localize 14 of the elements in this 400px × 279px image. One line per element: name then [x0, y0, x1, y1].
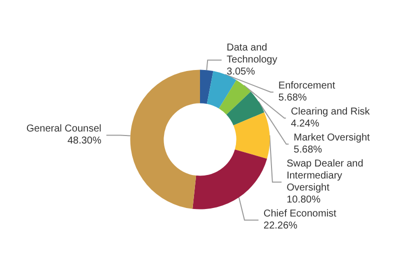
data-label: 10.80%: [286, 194, 321, 206]
slice-label: Data and Technology: [226, 42, 278, 66]
slice-label: Enforcement: [278, 80, 336, 92]
data-label: 4.24%: [290, 118, 320, 130]
slice-label: Swap Dealer and Intermediary Oversight: [286, 158, 366, 194]
slice-label: Clearing and Risk: [290, 106, 371, 118]
data-label: 48.30%: [67, 136, 102, 147]
data-label: 5.68%: [294, 144, 322, 156]
slice-label: Market Oversight: [294, 132, 370, 144]
data-label: 22.26%: [264, 220, 298, 232]
data-label: 5.68%: [278, 92, 307, 104]
slice-label: General Counsel: [26, 124, 102, 135]
slice-label: Chief Economist: [264, 208, 337, 220]
data-label: 3.05%: [226, 66, 256, 78]
